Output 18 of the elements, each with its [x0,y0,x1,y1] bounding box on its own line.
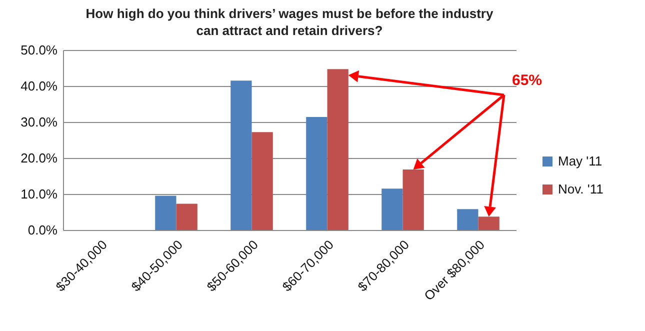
bar [382,188,403,230]
bar [230,80,252,230]
y-tick-label: 10.0% [20,186,58,202]
y-tick-label: 50.0% [20,42,58,58]
legend-label: Nov. '11 [558,182,604,196]
bar [306,116,328,230]
bar [252,132,273,230]
bar [457,209,478,230]
bar [327,69,348,230]
legend-label: May '11 [558,154,602,168]
y-tick-label: 40.0% [20,78,58,94]
annotation: 65% [512,72,542,89]
bar [155,196,176,230]
chart-title: How high do you think drivers’ wages must be before the industry can attract and retain drivers? [86,6,494,38]
y-tick-label: 20.0% [20,150,58,166]
bar [176,204,198,230]
y-tick-label: 0.0% [28,222,58,238]
y-tick-label: 30.0% [20,114,58,130]
